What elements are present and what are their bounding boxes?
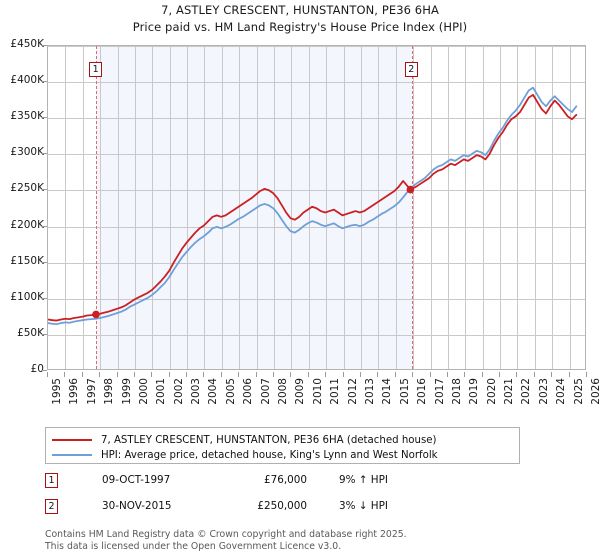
transaction-price: £76,000	[264, 474, 307, 486]
line-swatch-blue-icon	[52, 454, 92, 456]
y-axis-tick-label: £100K	[10, 290, 44, 303]
y-axis-labels: £0 £50K £100K £150K £200K £250K £300K £350K £400…	[0, 38, 600, 375]
x-axis-tick-label: 1997	[85, 378, 98, 405]
x-axis-tick-label: 2020	[485, 378, 498, 405]
legend-item-hpi: HPI: Average price, detached house, King…	[52, 448, 513, 462]
chart-marker-badge: 1	[89, 62, 103, 77]
page-title: 7, ASTLEY CRESCENT, HUNSTANTON, PE36 6HA	[161, 3, 439, 17]
x-axis-tick-label: 2003	[190, 378, 203, 405]
transaction-date: 09-OCT-1997	[102, 474, 171, 486]
legend-item-property: 7, ASTLEY CRESCENT, HUNSTANTON, PE36 6HA…	[52, 433, 513, 447]
table-row[interactable]: 1 09-OCT-1997 £76,000 9% ↑ HPI	[45, 471, 520, 497]
x-axis-tick-label: 2018	[450, 378, 463, 405]
x-axis-tick-label: 2005	[224, 378, 237, 405]
line-swatch-red-icon	[52, 439, 92, 441]
x-axis-tick-label: 2013	[363, 378, 376, 405]
x-axis-tick-label: 2001	[155, 378, 168, 405]
chart-series-svg	[48, 86, 578, 326]
x-axis-tick-label: 2019	[468, 378, 481, 405]
status-badge: 1	[45, 473, 58, 488]
transaction-price: £250,000	[257, 500, 307, 512]
x-axis-tick-label: 2012	[346, 378, 359, 405]
y-axis-tick-label: £250K	[10, 182, 44, 195]
y-axis-tick-label: £200K	[10, 218, 44, 231]
x-axis-tick-label: 2010	[311, 378, 324, 405]
x-axis-tick-label: 2022	[520, 378, 533, 405]
page-subtitle: Price paid vs. HM Land Registry's House …	[132, 20, 468, 34]
x-axis-tick-label: 2015	[398, 378, 411, 405]
x-axis-tick-label: 2000	[137, 378, 150, 405]
x-axis-tick-label: 2017	[433, 378, 446, 405]
y-axis-tick-label: £400K	[10, 74, 44, 87]
x-axis-tick-label: 2016	[416, 378, 429, 405]
y-axis-tick-label: £0	[30, 363, 44, 375]
transaction-hpi-delta: 3% ↓ HPI	[339, 500, 388, 512]
y-axis-tick-label: £150K	[10, 254, 44, 267]
x-axis-tick-label: 2014	[381, 378, 394, 405]
y-axis-tick-label: £350K	[10, 110, 44, 123]
x-axis-tick-label: 1996	[68, 378, 81, 405]
transaction-hpi-delta: 9% ↑ HPI	[339, 474, 388, 486]
x-axis-tick-label: 2026	[590, 378, 600, 405]
y-axis-tick-label: £450K	[10, 38, 44, 50]
x-axis-tick-label: 1998	[103, 378, 116, 405]
status-badge: 2	[45, 499, 58, 514]
chart-legend: 7, ASTLEY CRESCENT, HUNSTANTON, PE36 6HA…	[45, 427, 520, 464]
transactions-table: 1 09-OCT-1997 £76,000 9% ↑ HPI 2 30-NOV-…	[45, 471, 520, 523]
ownership-period-shading	[96, 46, 412, 369]
y-axis-tick-label: £50K	[17, 326, 44, 339]
price-history-chart	[47, 45, 586, 370]
x-axis-tick-label: 2011	[329, 378, 342, 405]
legend-label-hpi: HPI: Average price, detached house, King…	[101, 449, 438, 461]
x-axis-tick-label: 2021	[503, 378, 516, 405]
x-axis-tick-label: 2004	[207, 378, 220, 405]
legend-label-property: 7, ASTLEY CRESCENT, HUNSTANTON, PE36 6HA…	[101, 434, 437, 446]
table-row[interactable]: 2 30-NOV-2015 £250,000 3% ↓ HPI	[45, 497, 520, 523]
y-axis-tick-label: £300K	[10, 146, 44, 159]
footer-line-2: This data is licensed under the Open Gov…	[45, 540, 342, 552]
footer-line-1: Contains HM Land Registry data © Crown c…	[45, 529, 407, 540]
x-axis-tick-label: 2025	[572, 378, 585, 405]
x-axis-tick-label: 2008	[277, 378, 290, 405]
x-axis-tick-label: 2009	[294, 378, 307, 405]
chart-marker-badge: 2	[404, 62, 418, 77]
x-axis-labels: 1995 1996 1997 1998 1999 2000 2001 2002 2003 2004…	[0, 372, 600, 418]
x-axis-tick-label: 1995	[51, 378, 63, 405]
x-axis-tick-label: 1999	[120, 378, 133, 405]
copyright-footer: Contains HM Land Registry data © Crown c…	[45, 529, 565, 552]
transaction-date: 30-NOV-2015	[102, 500, 172, 512]
x-axis-tick-label: 2024	[555, 378, 568, 405]
x-axis-tick-label: 2007	[259, 378, 272, 405]
x-axis-tick-label: 2023	[537, 378, 550, 405]
x-axis-tick-label: 2006	[242, 378, 255, 405]
x-axis-tick-label: 2002	[172, 378, 185, 405]
chart-title-block: 7, ASTLEY CRESCENT, HUNSTANTON, PE36 6HA…	[0, 2, 600, 36]
